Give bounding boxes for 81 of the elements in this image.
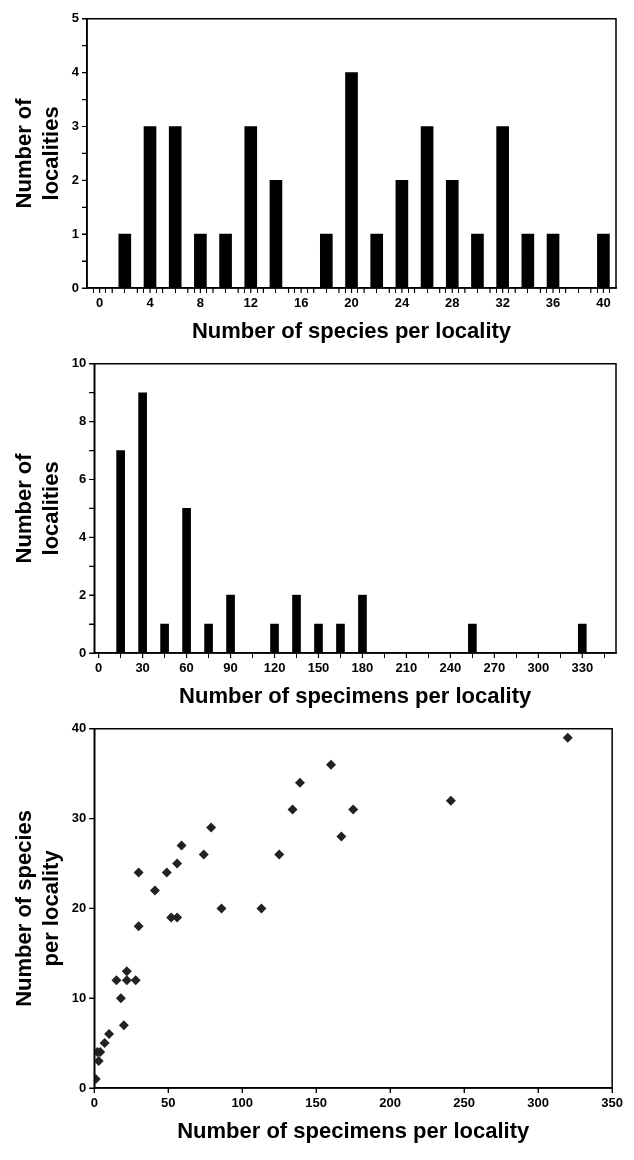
- x-tick-label: 330: [571, 660, 594, 676]
- point: [294, 777, 305, 788]
- y-tick-label: 0: [79, 1079, 87, 1095]
- y-tick-label: 6: [79, 471, 87, 487]
- point: [348, 804, 359, 815]
- y-tick-label: 30: [71, 810, 87, 826]
- x-tick-label: 180: [351, 660, 374, 676]
- point: [274, 849, 285, 860]
- y-tick-label: 8: [79, 413, 87, 429]
- x-tick-label: 240: [439, 660, 462, 676]
- x-tick-label: 12: [243, 295, 258, 311]
- y-tick-label: 1: [71, 225, 80, 241]
- point: [256, 903, 267, 914]
- point: [118, 1020, 129, 1031]
- x-tick-label: 60: [179, 660, 194, 676]
- y-axis-title: Number of species per locality: [11, 809, 63, 1007]
- y-tick-label: 0: [79, 644, 87, 660]
- y-tick-label: 3: [71, 118, 80, 134]
- x-tick-label: 40: [596, 295, 611, 311]
- x-tick-label: 150: [307, 660, 330, 676]
- x-tick-label: 16: [293, 295, 309, 311]
- y-tick-label: 2: [71, 171, 80, 187]
- point: [287, 804, 298, 815]
- y-tick-label: 4: [71, 64, 80, 80]
- y-tick-label: 0: [71, 279, 80, 295]
- point: [115, 993, 126, 1004]
- x-axis-title: Number of specimens per locality: [179, 682, 532, 708]
- x-tick-label: 300: [527, 660, 550, 676]
- x-tick-label: 150: [305, 1095, 328, 1111]
- x-tick-label: 50: [161, 1095, 176, 1111]
- x-tick-label: 30: [135, 660, 150, 676]
- y-tick-label: 5: [71, 10, 80, 26]
- x-tick-label: 250: [453, 1095, 476, 1111]
- point: [94, 1056, 104, 1067]
- point: [99, 1038, 110, 1049]
- point: [445, 795, 456, 806]
- x-axis-title: Number of specimens per locality: [177, 1117, 531, 1143]
- x-tick-label: 200: [379, 1095, 402, 1111]
- y-tick-label: 10: [71, 989, 87, 1005]
- x-tick-label: 0: [90, 1095, 98, 1111]
- point: [336, 831, 347, 842]
- y-tick-label: 2: [79, 586, 87, 602]
- x-tick-label: 32: [495, 295, 510, 311]
- x-tick-label: 24: [394, 295, 410, 311]
- x-tick-label: 4: [146, 295, 155, 311]
- point: [562, 732, 573, 743]
- point: [133, 867, 144, 878]
- x-tick-label: 0: [96, 295, 104, 311]
- x-tick-label: 210: [395, 660, 418, 676]
- y-tick-label: 10: [71, 355, 87, 371]
- x-tick-label: 120: [263, 660, 286, 676]
- x-tick-label: 20: [344, 295, 359, 311]
- y-tick-label: 20: [71, 899, 87, 915]
- x-tick-label: 8: [196, 295, 204, 311]
- point: [149, 885, 160, 896]
- point: [104, 1029, 115, 1040]
- point: [130, 975, 141, 986]
- point: [198, 849, 209, 860]
- x-tick-label: 36: [545, 295, 561, 311]
- x-tick-label: 100: [231, 1095, 254, 1111]
- x-tick-label: 350: [601, 1095, 624, 1111]
- x-tick-label: 28: [445, 295, 460, 311]
- point: [161, 867, 172, 878]
- point: [326, 759, 337, 770]
- y-tick-label: 40: [71, 720, 87, 736]
- y-tick-label: 4: [79, 528, 88, 544]
- x-tick-label: 270: [483, 660, 506, 676]
- x-tick-label: 90: [223, 660, 238, 676]
- point: [121, 975, 132, 986]
- point: [176, 840, 187, 851]
- x-axis-title: Number of species per locality: [191, 317, 512, 343]
- x-tick-label: 300: [527, 1095, 550, 1111]
- point: [206, 822, 217, 833]
- point: [121, 966, 132, 977]
- point: [111, 975, 122, 986]
- point: [216, 903, 227, 914]
- x-tick-label: 0: [95, 660, 103, 676]
- point: [133, 921, 144, 932]
- point: [172, 858, 183, 869]
- y-axis-title: Number of localities: [11, 452, 63, 564]
- y-axis-title: Number of localities: [11, 97, 63, 209]
